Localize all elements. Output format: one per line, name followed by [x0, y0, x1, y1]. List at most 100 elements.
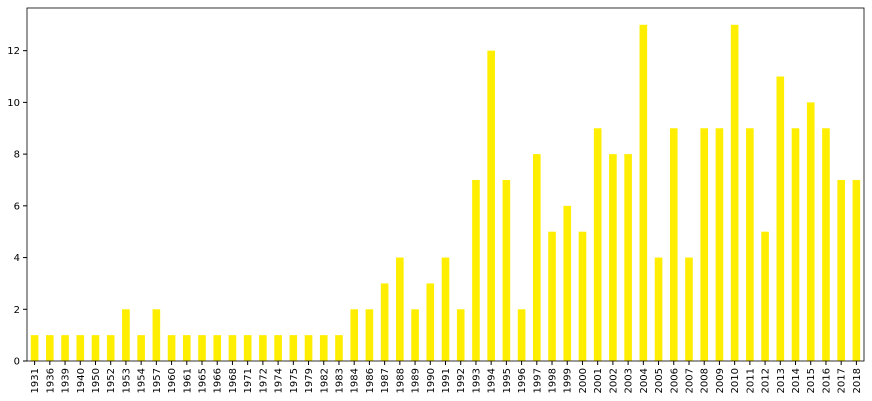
x-tick-label: 1998 — [548, 368, 559, 393]
bar — [274, 335, 282, 361]
x-tick-label: 1939 — [61, 368, 72, 393]
x-tick-label: 1992 — [456, 368, 467, 393]
bar — [746, 128, 754, 361]
x-tick-label: 1979 — [304, 368, 315, 393]
bar — [319, 335, 328, 361]
bar — [198, 335, 206, 361]
x-tick-label: 1996 — [517, 368, 528, 393]
bar — [730, 24, 739, 362]
bar — [563, 205, 572, 361]
bar — [487, 50, 495, 362]
bar — [106, 335, 115, 361]
bar — [806, 102, 815, 362]
bar — [715, 128, 724, 361]
bar — [761, 231, 769, 361]
bar — [533, 154, 541, 361]
y-tick-label: 4 — [14, 253, 20, 264]
bar — [776, 76, 785, 362]
x-tick-label: 2013 — [776, 368, 787, 393]
x-tick-label: 2007 — [684, 368, 695, 393]
x-tick-label: 1986 — [365, 368, 376, 393]
x-tick-label: 1952 — [106, 368, 117, 393]
x-tick-label: 2002 — [608, 368, 619, 393]
x-tick-label: 1961 — [182, 368, 193, 393]
x-tick-label: 1954 — [137, 368, 148, 393]
x-tick-label: 2018 — [852, 368, 863, 393]
x-tick-label: 1982 — [319, 368, 330, 393]
x-tick-label: 1936 — [45, 368, 56, 393]
y-tick-label: 10 — [7, 98, 20, 109]
bar — [472, 179, 480, 361]
bar — [61, 335, 69, 361]
bar — [350, 309, 358, 361]
x-tick-label: 1965 — [198, 368, 209, 393]
x-tick-label: 1988 — [395, 368, 406, 393]
x-tick-label: 1974 — [274, 368, 285, 393]
y-tick-label: 12 — [7, 46, 20, 57]
x-tick-label: 1983 — [334, 368, 345, 393]
x-tick-label: 1989 — [411, 368, 422, 393]
x-tick-label: 2003 — [624, 368, 635, 393]
bar — [167, 335, 176, 361]
bar — [411, 309, 419, 361]
bar — [578, 231, 587, 361]
x-tick-label: 2011 — [745, 368, 756, 393]
bar — [304, 335, 313, 361]
x-tick-label: 1984 — [350, 368, 361, 393]
x-tick-label: 1966 — [213, 368, 224, 393]
bar — [289, 335, 298, 361]
y-tick-label: 2 — [14, 305, 20, 316]
bar — [852, 179, 861, 361]
x-tick-label: 1994 — [487, 368, 498, 393]
x-tick-label: 1931 — [30, 368, 41, 393]
x-tick-label: 1968 — [228, 368, 239, 393]
plot-frame — [26, 7, 865, 362]
bar — [517, 309, 526, 361]
bar — [380, 283, 389, 361]
bar — [791, 128, 800, 361]
bar — [456, 309, 465, 361]
x-tick-label: 2004 — [639, 368, 650, 393]
bar — [91, 335, 100, 361]
bar — [365, 309, 374, 361]
bar — [396, 257, 404, 361]
y-tick-label: 0 — [14, 357, 20, 368]
x-tick-label: 1950 — [91, 368, 102, 393]
x-tick-label: 2005 — [654, 368, 665, 393]
x-tick-label: 1991 — [441, 368, 452, 393]
bar — [426, 283, 435, 361]
bar — [122, 309, 130, 361]
x-tick-label: 1997 — [532, 368, 543, 393]
bar — [593, 128, 602, 361]
x-tick-label: 2014 — [791, 368, 802, 393]
x-tick-label: 2001 — [593, 368, 604, 393]
bar — [441, 257, 450, 361]
x-tick-label: 1971 — [243, 368, 254, 393]
bar — [228, 335, 237, 361]
y-tick-label: 8 — [14, 150, 20, 161]
bar — [76, 335, 85, 361]
x-tick-label: 1995 — [502, 368, 513, 393]
bar — [137, 335, 145, 361]
x-tick-label: 1987 — [380, 368, 391, 393]
x-tick-label: 1940 — [76, 368, 87, 393]
bar — [624, 154, 632, 361]
bar — [837, 179, 845, 361]
x-tick-label: 2015 — [806, 368, 817, 393]
bar — [259, 335, 267, 361]
x-tick-label: 1993 — [471, 368, 482, 393]
bar — [548, 231, 556, 361]
bar — [609, 154, 617, 361]
x-tick-label: 2008 — [700, 368, 711, 393]
bar — [243, 335, 252, 361]
bar — [30, 335, 39, 361]
bar — [502, 179, 511, 361]
bar — [700, 128, 709, 361]
bar — [669, 128, 678, 361]
y-tick-label: 6 — [14, 201, 20, 212]
x-tick-label: 2010 — [730, 368, 741, 393]
x-tick-label: 2000 — [578, 368, 589, 393]
bar — [654, 257, 663, 361]
x-tick-label: 2017 — [837, 368, 848, 393]
